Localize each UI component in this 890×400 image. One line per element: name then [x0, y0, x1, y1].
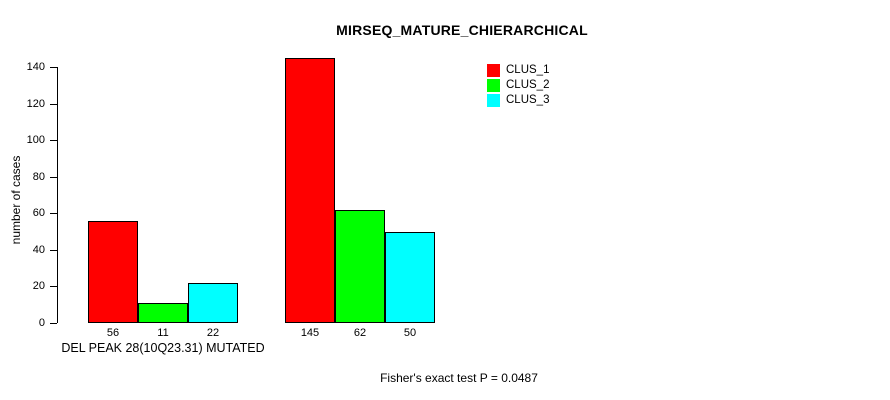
bar-value-label: 145: [300, 327, 320, 339]
bar-clus_1-group2: [285, 57, 335, 323]
y-tick-mark: [50, 140, 57, 142]
bar-clus_1-group1: [88, 220, 138, 323]
y-axis-line: [57, 67, 58, 323]
bar-clus_3-group2: [385, 231, 435, 323]
bar-clus_2-group2: [335, 209, 385, 323]
legend-item-clus_3: CLUS_3: [487, 93, 549, 108]
y-tick-mark: [50, 176, 57, 178]
y-tick-mark: [50, 286, 57, 288]
y-tick-mark: [50, 249, 57, 251]
y-tick-label: 60: [32, 207, 45, 220]
bar-value-label: 62: [353, 327, 367, 339]
legend-item-clus_2: CLUS_2: [487, 78, 549, 93]
bar-value-label: 22: [206, 327, 220, 339]
y-tick-label: 100: [26, 134, 45, 147]
legend-label: CLUS_3: [506, 94, 550, 106]
chart-title: MIRSEQ_MATURE_CHIERARCHICAL: [336, 22, 588, 38]
y-tick-mark: [50, 323, 57, 324]
x-axis-group-label: DEL PEAK 28(10Q23.31) MUTATED: [61, 341, 265, 355]
y-tick-label: 0: [38, 317, 45, 329]
y-tick-label: 140: [26, 61, 45, 73]
legend-item-clus_1: CLUS_1: [487, 63, 549, 78]
annotation-fishers-test: Fisher's exact test P = 0.0487: [380, 371, 538, 385]
legend-swatch-clus_3: [487, 94, 500, 107]
legend-label: CLUS_1: [506, 64, 550, 76]
y-tick-mark: [50, 67, 57, 68]
y-tick-mark: [50, 103, 57, 105]
legend-swatch-clus_1: [487, 64, 500, 77]
y-tick-label: 80: [32, 170, 45, 183]
y-axis-label: number of cases: [9, 155, 23, 245]
legend-swatch-clus_2: [487, 79, 500, 92]
y-tick-label: 120: [26, 97, 45, 110]
bar-value-label: 50: [403, 327, 417, 339]
y-tick-label: 40: [32, 243, 45, 256]
legend-label: CLUS_2: [506, 79, 550, 91]
y-tick-mark: [50, 213, 57, 215]
bar-value-label: 56: [106, 327, 120, 339]
y-tick-label: 20: [32, 280, 45, 293]
bar-clus_3-group1: [188, 282, 238, 323]
legend: CLUS_1 CLUS_2 CLUS_3: [487, 63, 549, 108]
bar-clus_2-group1: [138, 302, 188, 323]
bar-value-label: 11: [157, 327, 169, 339]
